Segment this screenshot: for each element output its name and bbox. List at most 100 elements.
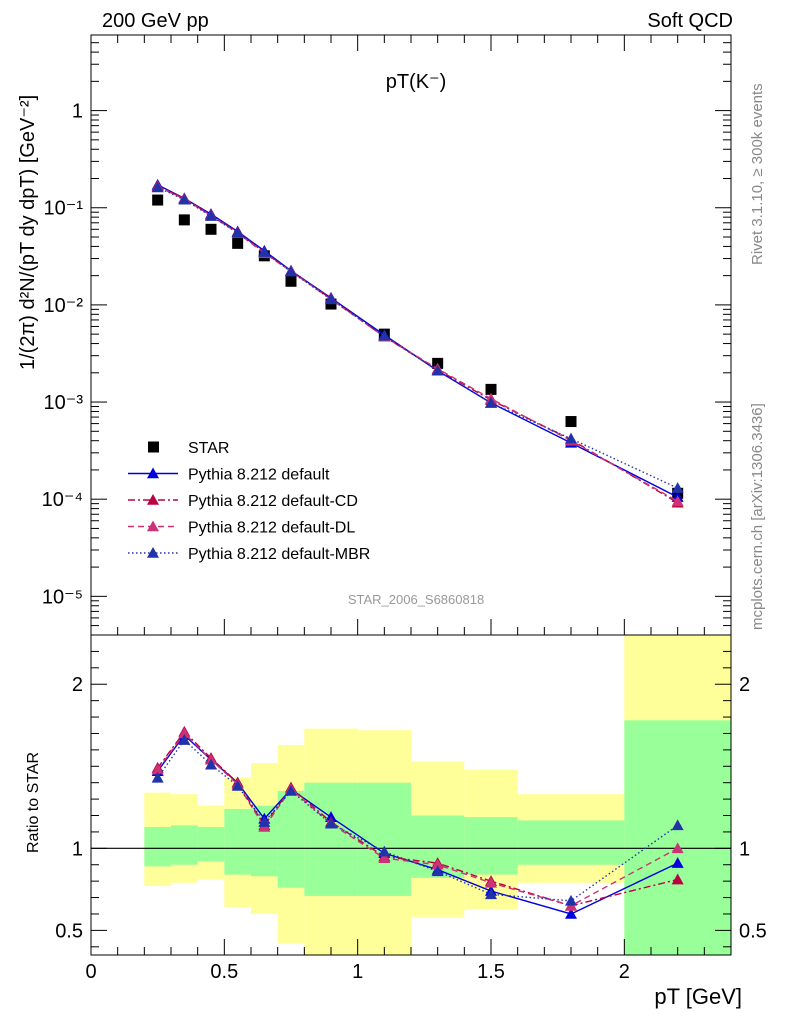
ratio-marker [178, 734, 191, 745]
uncertainty-band-inner [144, 827, 171, 867]
y-tick-label: 10⁻⁵ [42, 586, 83, 608]
main-panel: 1 10⁻¹ 10⁻² 10⁻³ 10⁻⁴ 10⁻⁵ pT(K⁻) STAR_2006_S… [42, 34, 732, 636]
data-point [178, 214, 190, 226]
legend-label: Pythia 8.212 default-CD [188, 493, 358, 510]
ratio-marker [485, 888, 497, 900]
series-line [157, 186, 678, 489]
ratio-marker [151, 763, 164, 775]
legend-marker [147, 494, 159, 505]
ratio-marker [671, 819, 684, 831]
plot-title: pT(K⁻) [386, 71, 447, 93]
legend-entry: Pythia 8.212 default-DL [128, 520, 355, 537]
ratio-line [157, 732, 678, 907]
ratio-y-tick-label-left: 0.5 [55, 920, 83, 942]
ratio-y-tick-label-right: 2 [739, 674, 750, 696]
x-tick-label: 2 [619, 961, 630, 983]
x-tick-label: 0 [85, 961, 96, 983]
series-line [157, 185, 679, 502]
series-marker [671, 495, 684, 507]
series-marker [285, 265, 297, 277]
series-marker [378, 329, 391, 341]
series-marker [231, 226, 244, 238]
uncertainty-band-inner [464, 817, 518, 875]
ratio-marker [671, 842, 684, 854]
data-point [205, 223, 217, 235]
series-4 [151, 181, 684, 493]
legend-label: Pythia 8.212 default-MBR [188, 546, 370, 563]
y-tick-label: 10⁻³ [44, 392, 84, 414]
uncertainty-band-inner [224, 808, 251, 875]
ratio-y-tick-label-right: 1 [739, 838, 750, 860]
side-text-mcplots: mcplots.cern.ch [arXiv:1306.3436] [749, 403, 766, 630]
uncertainty-band-inner [277, 790, 305, 888]
analysis-label: STAR_2006_S6860818 [348, 592, 484, 607]
legend-entry: Pythia 8.212 default-MBR [128, 546, 370, 563]
legend-entry: Pythia 8.212 default [128, 467, 330, 484]
ratio-marker [258, 816, 271, 827]
header-right: Soft QCD [647, 10, 733, 32]
ratio-line [157, 734, 678, 915]
legend-label: Pythia 8.212 default [188, 467, 330, 484]
legend-marker [147, 520, 159, 532]
ratio-marker [485, 876, 497, 888]
uncertainty-band-inner [197, 827, 225, 862]
ratio-marker [231, 779, 244, 791]
legend-label: STAR [188, 440, 229, 457]
ratio-y-tick-label-left: 1 [72, 838, 83, 860]
series-marker [565, 432, 577, 444]
series-marker [325, 293, 337, 305]
data-point [485, 383, 497, 395]
ratio-marker [565, 907, 577, 919]
main-panel-frame [90, 34, 732, 636]
ratio-marker [325, 817, 337, 829]
uncertainty-band-inner [304, 782, 358, 896]
ratio-marker [151, 771, 164, 783]
y-tick-label: 10⁻⁴ [42, 489, 83, 511]
ratio-marker [671, 873, 684, 885]
data-point [232, 237, 244, 249]
series-marker [151, 181, 164, 193]
x-tick-label: 1.5 [477, 961, 505, 983]
ratio-marker [285, 784, 297, 796]
ratio-marker [378, 852, 391, 863]
y-tick-label: 1 [72, 101, 83, 123]
y-axis-label: 1/(2π) d²N/(pT dy dpT) [GeV⁻²] [17, 95, 39, 370]
x-tick-label: 0.5 [210, 961, 238, 983]
ratio-y-tick-label-right: 0.5 [739, 920, 767, 942]
data-point [285, 275, 297, 287]
series-marker [431, 364, 444, 376]
data-point [152, 194, 164, 206]
ratio-marker [378, 845, 391, 857]
legend: STAR Pythia 8.212 default Pythia 8.212 def… [128, 440, 370, 563]
x-tick-label: 1 [352, 961, 363, 983]
uncertainty-band-inner [171, 825, 198, 865]
ratio-marker [178, 727, 191, 739]
series-marker [178, 193, 191, 205]
legend-entry: STAR [148, 440, 229, 457]
ratio-panel: 0.5 0.5 1 1 2 2 [55, 634, 767, 956]
series-marker [671, 482, 684, 493]
series-marker [258, 246, 271, 257]
ratio-series-3 [151, 734, 684, 906]
uncertainty-band-inner [624, 720, 731, 955]
uncertainty-band-inner [517, 820, 625, 865]
legend-marker [147, 467, 159, 479]
y-tick-label: 10⁻² [44, 295, 84, 317]
header-left: 200 GeV pp [102, 10, 209, 32]
ratio-y-axis-label: Ratio to STAR [25, 752, 42, 853]
ratio-line [157, 730, 678, 907]
side-text-rivet: Rivet 3.1.10, ≥ 300k events [749, 83, 766, 265]
x-axis-label: pT [GeV] [654, 984, 742, 1009]
legend-entry: Pythia 8.212 default-CD [128, 493, 358, 510]
uncertainty-band-inner [357, 782, 411, 896]
ratio-marker [565, 894, 577, 906]
series-marker [205, 210, 217, 221]
series-marker [485, 396, 497, 408]
ratio-y-tick-label-left: 2 [72, 674, 83, 696]
ratio-marker [431, 858, 444, 870]
ratio-marker [431, 865, 444, 877]
legend-label: Pythia 8.212 default-DL [188, 520, 355, 537]
ratio-marker [671, 857, 684, 868]
y-tick-label: 10⁻¹ [44, 198, 84, 220]
